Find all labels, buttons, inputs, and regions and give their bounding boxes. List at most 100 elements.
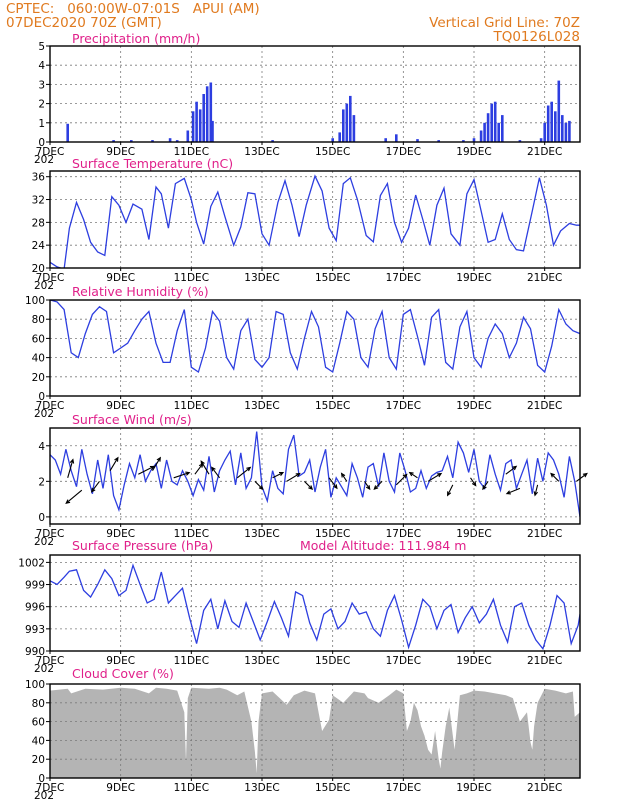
precipitation-bar xyxy=(557,80,561,142)
precipitation-bar xyxy=(338,132,341,142)
precipitation-bar xyxy=(472,138,476,142)
temp-ytick-label: 32 xyxy=(32,195,45,207)
precipitation-bar xyxy=(416,139,419,142)
precipitation-bar xyxy=(493,101,497,142)
precipitation-bar xyxy=(384,138,387,142)
wind-xtick-label: 11DEC xyxy=(174,528,209,540)
precipitation-bar xyxy=(490,103,493,142)
rh-xtick-label: 19DEC xyxy=(456,400,491,412)
wind-arrow xyxy=(304,480,314,490)
cloud-xtick-label: 9DEC xyxy=(106,782,135,794)
rh-ytick-label: 20 xyxy=(32,372,45,384)
wind-arrow xyxy=(65,489,83,504)
wind-arrow xyxy=(138,465,156,475)
precipitation-bar xyxy=(112,140,115,142)
temp-ytick-label: 24 xyxy=(32,240,46,252)
wind-arrow xyxy=(505,465,518,475)
precipitation-bar xyxy=(209,82,213,142)
precipitation-bar xyxy=(539,138,543,142)
precipitation-bar xyxy=(546,105,550,142)
precip-ytick-label: 0 xyxy=(38,137,45,149)
wind-arrow xyxy=(152,456,161,471)
rh-xtick-label: 11DEC xyxy=(174,400,209,412)
cloud-cover-area xyxy=(50,687,580,778)
rh-frame xyxy=(49,299,581,397)
wind-panel: 0 2 4 7DEC 9DEC 11DEC 13DEC 15DEC 17DEC 19DEC 21DE… xyxy=(34,427,588,548)
cloud-xtick-label: 19DEC xyxy=(456,782,491,794)
wind-arrow xyxy=(395,473,408,486)
wind-arrow xyxy=(194,462,204,475)
rh-ytick-label: 60 xyxy=(32,333,45,345)
precip-xtick-label: 13DEC xyxy=(244,146,279,158)
precipitation-bar xyxy=(554,111,557,142)
temperature-title: Surface Temperature (nC) xyxy=(72,156,233,171)
precipitation-bar xyxy=(211,120,214,142)
wind-arrow xyxy=(211,466,221,479)
precip-frame xyxy=(49,45,581,143)
precipitation-bar xyxy=(331,138,334,142)
wind-xtick-label: 15DEC xyxy=(315,528,350,540)
wind-series-line xyxy=(50,431,580,517)
wind-arrow xyxy=(272,472,285,479)
precipitation-title: Precipitation (mm/h) xyxy=(72,31,200,46)
precipitation-bar xyxy=(198,109,202,142)
wind-arrow xyxy=(373,480,383,490)
cloud-panel: 0 20 40 60 80 100 7DEC 9DEC 11DEC 13DEC 15DEC 17DEC… xyxy=(25,679,581,800)
temp-ytick-label: 20 xyxy=(32,263,45,275)
precip-xtick-label: 11DEC xyxy=(174,146,209,158)
temp-xtick-label: 15DEC xyxy=(315,272,350,284)
precipitation-bar xyxy=(191,111,195,142)
precipitation-bar xyxy=(151,140,154,142)
cloud-xtick-label: 15DEC xyxy=(315,782,350,794)
wind-arrow xyxy=(254,480,264,490)
cloud-xtick-label: 13DEC xyxy=(244,782,279,794)
temp-ytick-label: 36 xyxy=(32,172,46,184)
pres-xtick-label: 13DEC xyxy=(244,655,279,667)
cloud-xtick-label: 7DEC xyxy=(36,782,65,794)
rh-ytick-label: 80 xyxy=(32,314,45,326)
precipitation-bar xyxy=(130,140,133,142)
rh-ytick-label: 100 xyxy=(25,295,45,307)
pres-ytick-label: 993 xyxy=(25,624,45,636)
wind-arrow xyxy=(482,480,489,491)
wind-arrow xyxy=(470,477,477,487)
temp-xtick-label: 17DEC xyxy=(386,272,421,284)
wind-arrow xyxy=(173,471,191,479)
precipitation-bar xyxy=(501,115,504,142)
precipitation-bar xyxy=(483,122,486,142)
rh-ytick-label: 0 xyxy=(38,391,45,403)
header-model: TQ0126L028 xyxy=(492,29,580,45)
wind-xtick-label: 7DEC xyxy=(36,528,65,540)
temp-xtick-label: 21DEC xyxy=(527,272,562,284)
precip-ytick-label: 2 xyxy=(38,99,45,111)
wind-xtick-label: 19DEC xyxy=(456,528,491,540)
wind-arrow xyxy=(286,472,301,482)
wind-xtick-label: 17DEC xyxy=(386,528,421,540)
temp-panel: 20 24 28 32 36 7DEC 9DEC 11DEC 13DEC 15DEC 17DEC 19… xyxy=(32,170,581,292)
precip-xtick-label: 7DEC xyxy=(36,146,65,158)
wind-arrow xyxy=(576,472,588,482)
precipitation-bar xyxy=(462,140,465,142)
temp-xtick-label: 7DEC xyxy=(36,272,65,284)
precip-ytick-label: 3 xyxy=(38,79,45,91)
rh-ytick-label: 40 xyxy=(32,353,45,365)
cloud-ytick-label: 20 xyxy=(32,754,45,766)
precip-xtick-label: 19DEC xyxy=(456,146,491,158)
precip-ytick-label: 5 xyxy=(38,41,45,53)
precipitation-bar xyxy=(497,122,500,142)
header-date: 07DEC2020 70Z (GMT) xyxy=(6,15,162,31)
cloud-xtick-label: 17DEC xyxy=(386,782,421,794)
precipitation-bar xyxy=(195,101,198,142)
precip-ytick-label: 4 xyxy=(38,60,45,72)
temp-xtick-label: 9DEC xyxy=(106,272,135,284)
pres-xtick-label: 21DEC xyxy=(527,655,562,667)
wind-arrow xyxy=(109,456,119,471)
precipitation-bar xyxy=(437,140,440,142)
precipitation-bar xyxy=(271,140,274,142)
rh-xtick-label: 9DEC xyxy=(106,400,135,412)
wind-arrow xyxy=(427,472,443,482)
wind-arrow xyxy=(328,477,338,490)
precipitation-bar xyxy=(518,140,522,142)
pres-ytick-label: 1002 xyxy=(18,557,45,569)
